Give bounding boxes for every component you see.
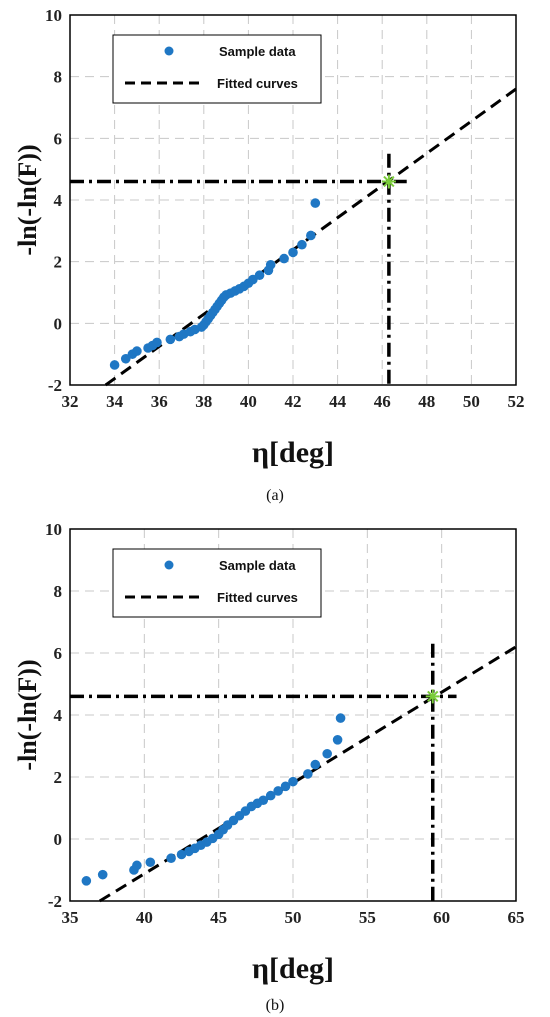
- y-tick-labels: -2 0 2 4 6 8 10: [45, 520, 63, 911]
- reference-point-star: [425, 689, 440, 704]
- x-tick-label: 46: [374, 392, 391, 411]
- sample-data-point: [322, 748, 332, 759]
- sample-data-point: [273, 786, 283, 796]
- y-tick-label: -2: [48, 892, 62, 911]
- sample-data-point: [109, 360, 120, 370]
- legend-label-sample-data: Sample data: [219, 44, 296, 59]
- y-axis-label: -ln(-ln(F)): [13, 659, 42, 770]
- y-tick-label: 2: [54, 768, 63, 787]
- sample-data-point: [145, 857, 156, 868]
- panel-caption: (a): [266, 487, 284, 504]
- x-tick-label: 50: [463, 392, 480, 411]
- sample-data-point: [297, 239, 307, 250]
- axes-box: [69, 528, 517, 902]
- sample-data-point: [306, 230, 316, 241]
- legend-marker-sample-data: [164, 560, 174, 570]
- sample-data-point: [332, 735, 343, 745]
- y-tick-label: 4: [54, 706, 63, 725]
- x-axis-label: η[deg]: [252, 952, 334, 985]
- x-tick-label: 60: [433, 908, 450, 927]
- axes-box: [69, 14, 517, 386]
- x-tick-label: 34: [106, 392, 124, 411]
- x-tick-label: 48: [418, 392, 435, 411]
- sample-data-point: [97, 869, 108, 880]
- sample-data-point: [335, 713, 346, 723]
- y-tick-label: 2: [54, 253, 63, 272]
- sample-data-point: [258, 795, 269, 806]
- legend-label-sample-data: Sample data: [219, 558, 296, 573]
- y-tick-label: 8: [54, 68, 63, 87]
- x-tick-labels: 32 34 36 38 40 42 44 46 48 50 52: [62, 392, 525, 411]
- sample-data-point: [81, 876, 92, 886]
- sample-data-point: [165, 334, 176, 345]
- sample-data-point: [176, 849, 187, 860]
- x-tick-label: 42: [285, 392, 302, 411]
- x-tick-labels: 35 40 45 50 55 60 65: [62, 908, 525, 927]
- sample-data-point: [120, 353, 131, 364]
- legend-marker-sample-data: [164, 46, 174, 56]
- x-axis-label: η[deg]: [252, 436, 334, 469]
- legend-box: [112, 34, 322, 104]
- sample-data-point: [132, 346, 142, 356]
- sample-data-point: [265, 259, 276, 270]
- x-tick-label: 52: [508, 392, 525, 411]
- reference-point-star: [381, 174, 396, 189]
- plot-layer: [70, 87, 517, 387]
- sample-data-point: [254, 270, 265, 281]
- y-tick-label: 10: [45, 520, 62, 539]
- x-tick-label: 35: [62, 908, 79, 927]
- legend-box: [112, 548, 322, 618]
- x-tick-label: 36: [151, 392, 168, 411]
- legend: Sample data Fitted curves: [112, 548, 322, 618]
- x-tick-label: 50: [285, 908, 302, 927]
- x-tick-label: 45: [210, 908, 227, 927]
- x-tick-label: 38: [195, 392, 212, 411]
- sample-data-point: [310, 759, 321, 770]
- legend-label-fitted-curves: Fitted curves: [217, 76, 298, 91]
- x-tick-label: 65: [508, 908, 525, 927]
- sample-data-point: [280, 781, 291, 792]
- sample-data-point: [303, 769, 313, 779]
- y-tick-label: 6: [54, 644, 63, 663]
- y-tick-label: 6: [54, 129, 63, 148]
- sample-data-point: [288, 776, 298, 787]
- sample-data-point: [166, 853, 176, 864]
- x-tick-label: 40: [136, 908, 153, 927]
- legend-label-fitted-curves: Fitted curves: [217, 590, 298, 605]
- sample-data-point: [310, 198, 321, 208]
- y-axis-label: -ln(-ln(F)): [13, 144, 42, 255]
- star-stroke: [427, 690, 439, 703]
- chart-panel-b: 35 40 45 50 55 60 65 -2 0 2 4 6 8 10 η[deg] -ln(-ln(…: [13, 520, 525, 1014]
- y-tick-label: 10: [45, 6, 62, 25]
- legend: Sample data Fitted curves: [112, 34, 322, 104]
- sample-data-point: [152, 337, 162, 348]
- x-tick-label: 32: [62, 392, 79, 411]
- panel-caption: (b): [266, 997, 285, 1014]
- x-tick-label: 44: [329, 392, 347, 411]
- y-tick-label: 8: [54, 582, 63, 601]
- sample-data-point: [265, 790, 276, 801]
- sample-data-point: [132, 860, 142, 871]
- sample-data-point: [279, 253, 289, 264]
- star-stroke: [383, 175, 395, 188]
- sample-data-point: [288, 247, 298, 258]
- y-tick-label: 0: [54, 830, 63, 849]
- x-tick-label: 40: [240, 392, 257, 411]
- y-tick-label: 0: [54, 314, 63, 333]
- x-tick-label: 55: [359, 908, 376, 927]
- y-tick-labels: -2 0 2 4 6 8 10: [45, 6, 63, 395]
- y-tick-label: 4: [54, 191, 63, 210]
- y-tick-label: -2: [48, 376, 62, 395]
- plot-layer: [70, 643, 517, 903]
